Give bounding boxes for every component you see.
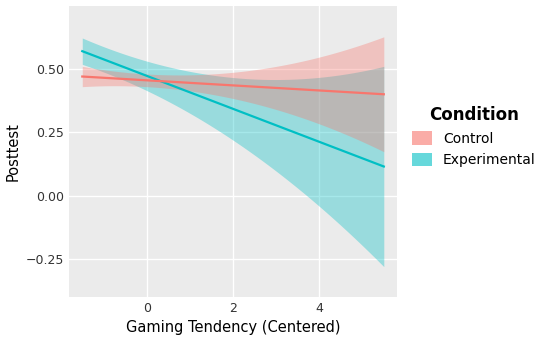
Y-axis label: Posttest: Posttest <box>6 122 20 181</box>
X-axis label: Gaming Tendency (Centered): Gaming Tendency (Centered) <box>126 321 341 336</box>
Legend: Control, Experimental: Control, Experimental <box>407 101 541 173</box>
